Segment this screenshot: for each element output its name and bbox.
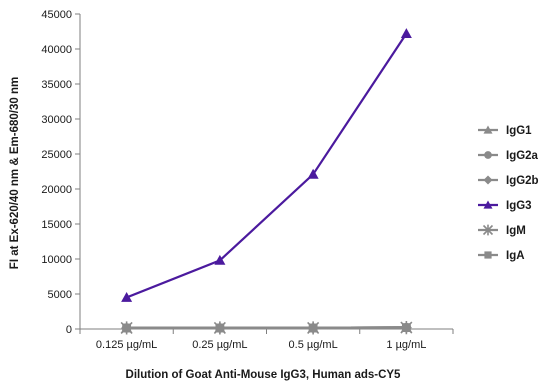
legend-item-igm: IgM [478,224,526,237]
y-tick-label: 40000 [41,44,72,56]
y-tick-label: 30000 [41,114,72,126]
legend-marker-igm [482,224,494,236]
y-tick-label: 35000 [41,79,72,91]
x-tick-label: 0.5 µg/mL [289,339,338,351]
x-axis-title: Dilution of Goat Anti-Mouse IgG3, Human … [126,369,402,381]
data-point-igg3 [400,28,412,38]
data-point-iga [308,323,318,333]
legend-marker-iga [484,251,492,259]
plot-area: 0 5000 10000 15000 20000 25000 30000 35000 40000… [41,9,454,351]
legend-item-igg2b: IgG2b [478,175,539,187]
y-tick-label: 45000 [41,9,72,21]
y-tick-label: 5000 [48,289,72,301]
legend-label: IgG1 [506,125,532,137]
legend-label: IgG2a [506,150,539,162]
legend-item-iga: IgA [478,250,525,262]
legend-label: IgG2b [506,175,539,187]
y-axis-title: FI at Ex-620/40 nm & Em-680/30 nm [9,77,21,269]
legend-label: IgA [506,250,525,262]
legend-marker-igg2a [484,151,492,159]
y-tick-label: 15000 [41,219,72,231]
x-tick-label: 0.25 µg/mL [192,339,247,351]
y-tick-label: 20000 [41,184,72,196]
series-igg3 [121,28,412,302]
data-point-iga [215,323,225,333]
legend-label: IgG3 [506,200,532,212]
x-tick-label: 0.125 µg/mL [96,339,157,351]
data-point-iga [122,323,132,333]
x-tick-label: 1 µg/mL [386,339,426,351]
legend-item-igg2a: IgG2a [478,150,539,162]
legend: IgG1 IgG2a IgG2b IgG3 IgM IgA [478,125,539,262]
y-tick-label: 25000 [41,149,72,161]
legend-item-igg3: IgG3 [478,200,532,212]
legend-marker-igg1 [483,125,493,134]
y-tick-label: 10000 [41,254,72,266]
series-line-igg3 [126,32,408,299]
legend-item-igg1: IgG1 [478,125,532,137]
legend-marker-igg3 [483,200,493,209]
data-point-igg3 [121,292,133,302]
legend-marker-igg2b [483,175,493,185]
series-iga [122,323,411,333]
data-point-igg3 [307,168,319,179]
data-point-iga [401,323,411,332]
y-tick-label: 0 [66,324,72,336]
legend-label: IgM [506,225,526,237]
data-point-igg3 [214,254,226,265]
